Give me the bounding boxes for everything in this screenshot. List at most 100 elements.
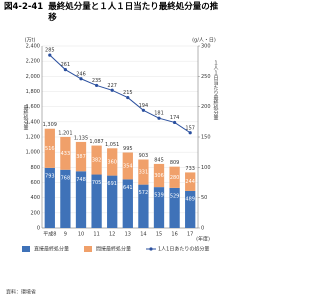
y2-tick-label: 200 xyxy=(201,104,211,110)
bar-value-label: 705 xyxy=(92,180,102,186)
x-tick-label: 12 xyxy=(109,232,115,238)
total-label: 733 xyxy=(185,166,195,172)
line-point xyxy=(63,68,67,72)
bar-segment xyxy=(122,152,133,180)
line-value-label: 181 xyxy=(154,111,164,117)
total-label: 903 xyxy=(139,153,149,159)
bar-value-label: 516 xyxy=(45,146,55,152)
y-tick-label: 400 xyxy=(30,195,40,201)
y-tick-label: 1,200 xyxy=(26,135,40,141)
x-tick-label: 11 xyxy=(93,232,99,238)
legend-label: 1人1日あたりの処分量 xyxy=(158,246,209,253)
figure-number: 図4-2-41 xyxy=(4,2,44,12)
line-point xyxy=(95,83,99,88)
bar-value-label: 768 xyxy=(61,175,71,181)
total-label: 995 xyxy=(123,146,133,152)
x-tick-label: 平成8 xyxy=(43,231,56,238)
line-value-label: 157 xyxy=(185,125,195,131)
line-value-label: 215 xyxy=(123,90,133,96)
y-unit: (万t) xyxy=(25,38,36,44)
chart: (万t) (g/人・日) 最終処分量 １人１日当たり最終処分量 (年度) 資料：… xyxy=(6,38,219,296)
bar-segment xyxy=(60,169,71,228)
bar-value-label: 529 xyxy=(170,193,180,199)
x-tick-label: 13 xyxy=(125,232,131,238)
line-point xyxy=(126,95,130,100)
bar-value-label: 433 xyxy=(61,151,71,157)
bar-value-label: 387 xyxy=(76,154,86,160)
bar-segment xyxy=(138,159,149,185)
bar-segment xyxy=(138,184,149,228)
y-tick-label: 0 xyxy=(37,226,40,232)
legend-swatch xyxy=(84,246,92,252)
y-tick-label: 800 xyxy=(30,165,40,171)
bar-segment xyxy=(91,174,102,228)
legend-swatch xyxy=(22,246,30,252)
bar-value-label: 691 xyxy=(107,181,117,187)
legend-label: 間接最終処分量 xyxy=(96,246,131,253)
bar-segment xyxy=(107,148,118,176)
y2-tick-label: 300 xyxy=(201,44,211,50)
bar-value-label: 360 xyxy=(107,159,117,165)
legend-label: 直接最終処分量 xyxy=(34,246,69,253)
line-value-label: 246 xyxy=(76,71,86,77)
bar-value-label: 748 xyxy=(76,177,86,183)
x-tick-label: 10 xyxy=(78,232,84,238)
bar-value-label: 382 xyxy=(92,158,102,164)
header: 図4-2-41 最終処分量と１人１日当たり最終処分量の推移 xyxy=(4,2,226,24)
total-label: 1,135 xyxy=(74,135,88,141)
page: {"chart_data": {"type": "bar", "figure_n… xyxy=(4,2,226,296)
bar-segment xyxy=(75,141,87,172)
total-label: 1,051 xyxy=(105,142,119,148)
bar-value-label: 280 xyxy=(170,175,180,181)
line-point xyxy=(48,53,52,57)
bar-segment xyxy=(91,145,102,175)
total-label: 1,201 xyxy=(58,130,72,136)
y2-tick-label: 0 xyxy=(201,226,204,232)
line-point xyxy=(110,88,114,92)
total-label: 1,309 xyxy=(43,122,57,128)
bar-segment xyxy=(169,187,180,228)
bar-segment xyxy=(153,163,165,188)
y2-unit: (g/人・日) xyxy=(192,38,216,44)
bar-segment xyxy=(44,167,55,228)
bar-value-label: 539 xyxy=(154,193,164,199)
total-label: 1,087 xyxy=(89,139,103,145)
line-point xyxy=(79,77,83,81)
y2-tick-label: 50 xyxy=(201,195,207,201)
y-tick-label: 600 xyxy=(30,180,40,186)
bar-value-label: 244 xyxy=(185,179,195,185)
bar-segment xyxy=(75,171,87,228)
line-value-label: 174 xyxy=(170,115,180,121)
y-tick-label: 1,000 xyxy=(26,150,40,156)
y2-tick-label: 150 xyxy=(201,135,211,141)
legend-swatch xyxy=(149,247,153,251)
y2-tick-label: 100 xyxy=(201,165,211,171)
y-label: 最終処分量 xyxy=(23,104,29,131)
bar-value-label: 641 xyxy=(123,185,133,191)
bar-segment xyxy=(60,136,71,170)
bar-segment xyxy=(185,190,196,228)
line-value-label: 235 xyxy=(92,78,102,84)
y-tick-label: 2,000 xyxy=(26,74,40,80)
line-value-label: 194 xyxy=(139,103,149,109)
y-tick-label: 2,200 xyxy=(26,59,40,65)
y2-tick-label: 250 xyxy=(201,74,211,80)
y-tick-label: 1,400 xyxy=(26,119,40,125)
x-tick-label: 14 xyxy=(140,232,146,238)
bar-segment xyxy=(153,187,165,228)
source: 資料：環境省 xyxy=(6,289,36,296)
x-tick-label: 17 xyxy=(187,232,193,238)
bar-value-label: 306 xyxy=(154,173,164,179)
total-label: 845 xyxy=(154,157,164,163)
line-point xyxy=(157,116,161,120)
x-tick-label: 9 xyxy=(64,232,67,238)
bar-segment xyxy=(107,175,118,228)
line-value-label: 227 xyxy=(107,83,117,89)
y-tick-label: 200 xyxy=(30,210,40,216)
bar-segment xyxy=(44,128,55,168)
line-point xyxy=(173,120,177,125)
y-tick-label: 1,600 xyxy=(26,104,40,110)
y-tick-label: 2,400 xyxy=(26,44,40,50)
bar-value-label: 793 xyxy=(45,173,55,179)
bar-value-label: 572 xyxy=(139,190,149,196)
